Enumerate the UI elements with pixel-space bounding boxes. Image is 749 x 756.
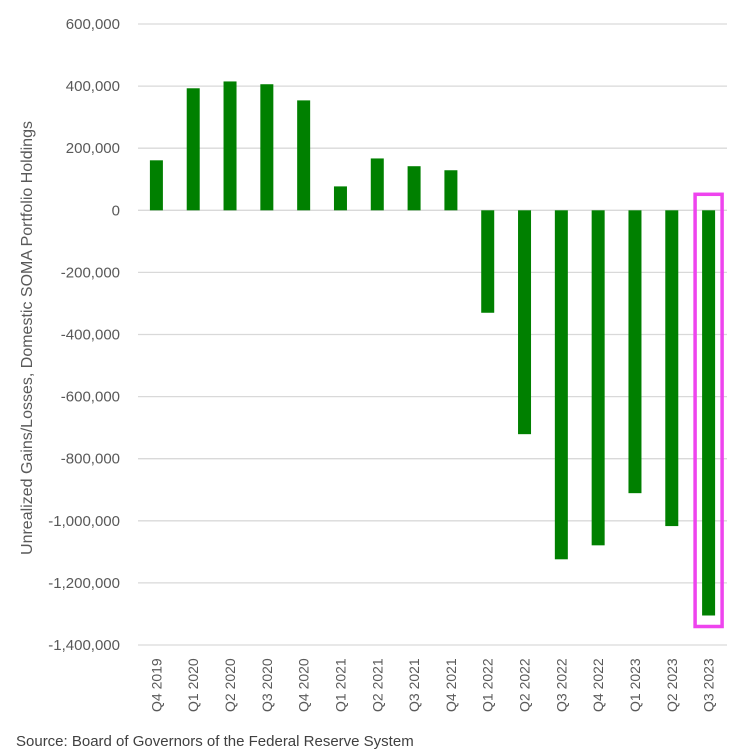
x-tick-label: Q3 2022	[553, 658, 569, 712]
bar	[223, 81, 237, 211]
bar	[149, 160, 163, 211]
bar	[591, 210, 605, 546]
bar	[444, 170, 458, 211]
x-tick-label: Q3 2021	[406, 658, 422, 712]
x-tick-label: Q1 2021	[332, 658, 348, 712]
x-tick-label: Q2 2020	[222, 658, 238, 712]
bar	[702, 210, 716, 616]
bar	[297, 100, 311, 211]
bars	[149, 81, 724, 629]
y-tick-label: -1,000,000	[48, 513, 120, 530]
x-tick-label: Q2 2021	[369, 658, 385, 712]
x-tick-label: Q4 2020	[296, 658, 312, 712]
y-tick-label: -200,000	[61, 264, 120, 281]
bar	[554, 210, 568, 560]
y-tick-label: 200,000	[66, 140, 120, 157]
highlight-box	[693, 192, 724, 629]
y-tick-label: -800,000	[61, 451, 120, 468]
y-tick-label: 600,000	[66, 16, 120, 33]
y-tick-label: 400,000	[66, 78, 120, 95]
bar	[518, 210, 532, 435]
x-tick-label: Q4 2019	[148, 658, 164, 712]
bar	[665, 210, 679, 527]
bar	[186, 88, 200, 211]
bar	[260, 84, 274, 211]
bar	[628, 210, 642, 494]
bar	[481, 210, 495, 313]
bar	[407, 166, 421, 211]
x-tick-label: Q2 2023	[664, 658, 680, 712]
y-tick-label: 0	[112, 202, 120, 219]
x-tick-label: Q3 2023	[701, 658, 717, 712]
x-tick-label: Q1 2022	[480, 658, 496, 712]
bar	[333, 186, 347, 211]
y-tick-label: -400,000	[61, 327, 120, 344]
x-axis-ticks: Q4 2019 Q1 2020 Q2 2020 Q3 2020 Q4 2020 Q1 20…	[148, 658, 716, 712]
x-tick-label: Q3 2020	[259, 658, 275, 712]
source-note: Source: Board of Governors of the Federa…	[16, 733, 414, 750]
y-tick-label: -1,400,000	[48, 637, 120, 654]
x-tick-label: Q2 2022	[517, 658, 533, 712]
x-tick-label: Q4 2022	[590, 658, 606, 712]
y-tick-label: -1,200,000	[48, 575, 120, 592]
x-tick-label: Q4 2021	[443, 658, 459, 712]
y-axis-ticks: 600,000 400,000 200,000 0 -200,000 -400,000 -6…	[48, 16, 120, 654]
bar	[370, 158, 384, 211]
y-tick-label: -600,000	[61, 389, 120, 406]
x-tick-label: Q1 2023	[627, 658, 643, 712]
y-axis-label: Unrealized Gains/Losses, Domestic SOMA P…	[19, 121, 36, 555]
x-tick-label: Q1 2020	[185, 658, 201, 712]
